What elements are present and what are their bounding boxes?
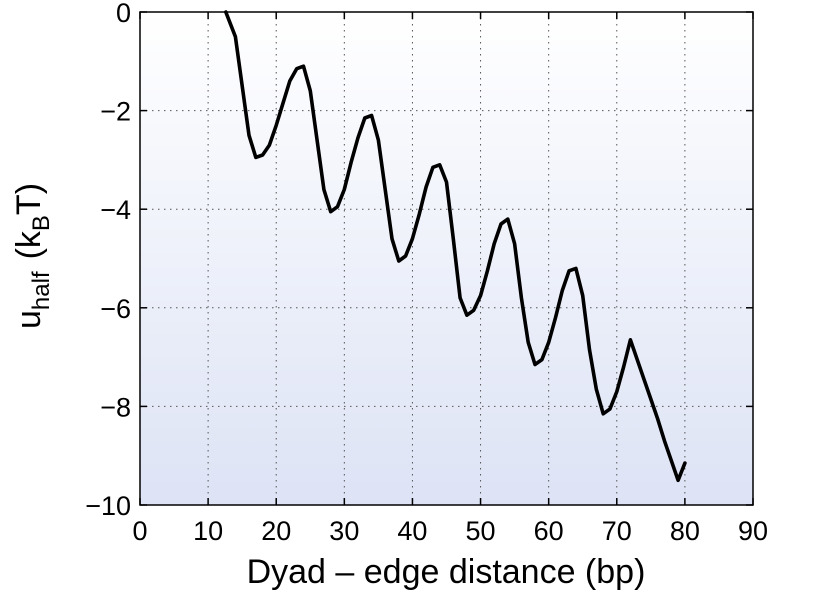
y-axis-label-unit-close: T): [10, 183, 48, 215]
data-series-line: [224, 10, 687, 483]
x-tick-label: 60: [534, 516, 564, 546]
y-tick-label: −8: [100, 392, 131, 422]
x-tick-label: 20: [261, 516, 291, 546]
y-axis-tick-labels: 0 −2 −4 −6 −8 −10: [85, 0, 131, 521]
x-tick-label: 0: [132, 516, 147, 546]
y-axis-label-unit-subscript: B: [28, 215, 55, 231]
y-axis-label: uhalf (kBT): [10, 183, 55, 329]
x-axis-label: Dyad – edge distance (bp): [247, 553, 646, 591]
y-tick-label: −10: [85, 491, 131, 521]
y-tick-label: −6: [100, 294, 131, 324]
y-tick-label: −2: [100, 97, 131, 127]
x-tick-label: 40: [397, 516, 427, 546]
y-axis-label-main: u: [10, 310, 48, 329]
axis-tick-marks: [139, 11, 754, 506]
x-tick-label: 50: [466, 516, 496, 546]
x-tick-label: 70: [602, 516, 632, 546]
y-tick-label: 0: [116, 0, 131, 28]
x-tick-label: 80: [670, 516, 700, 546]
plot-area-frame: [139, 11, 754, 506]
x-tick-label: 90: [738, 516, 768, 546]
y-axis-label-unit-open: (k: [10, 230, 48, 259]
x-tick-label: 10: [193, 516, 223, 546]
grid-lines: [140, 12, 753, 505]
x-axis-tick-labels: 0 10 20 30 40 50 60 70 80 90: [132, 516, 768, 546]
y-tick-label: −4: [100, 195, 131, 225]
y-axis-label-subscript: half: [28, 271, 55, 310]
x-tick-label: 30: [329, 516, 359, 546]
